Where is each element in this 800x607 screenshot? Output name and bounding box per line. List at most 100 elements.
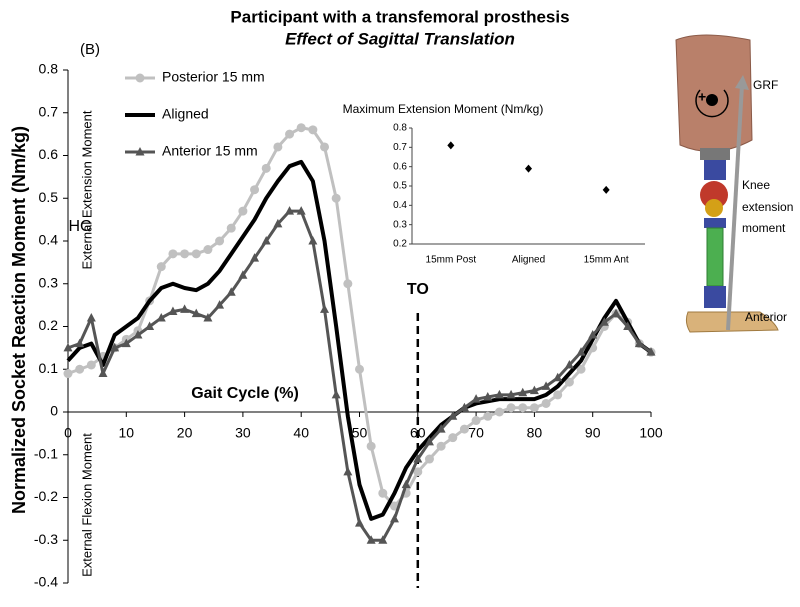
marker [471,394,481,403]
marker [86,360,96,370]
prosthesis-illustration: GRF + Knee extension moment Anterior [675,34,793,333]
marker [529,403,539,413]
x-tick-label: 100 [639,425,663,441]
marker [506,389,516,399]
marker [366,535,376,544]
marker [378,488,388,498]
legend-label: Anterior 15 mm [162,143,258,159]
grf-arrowhead [735,75,749,90]
marker [168,306,178,316]
marker [238,206,248,216]
marker [133,330,143,339]
marker [541,398,551,408]
y-tick-label: 0.3 [39,274,59,290]
marker [226,287,236,296]
legend-marker [135,147,145,156]
x-tick-label: 0 [64,425,72,441]
marker [483,411,493,421]
inset-y-tick-label: 0.6 [393,161,407,172]
marker [215,236,225,246]
x-tick-label: 90 [585,425,601,441]
marker [75,364,85,374]
marker [215,300,225,309]
x-tick-label: 30 [235,425,251,441]
marker [576,347,586,356]
marker [203,312,213,322]
y-tick-label: -0.1 [34,445,58,461]
marker [506,403,516,413]
panel-label: (B) [80,41,100,58]
grf-arrow [726,84,744,331]
region-label: External Flexion Moment [79,433,94,577]
marker [518,387,528,397]
adapter [700,148,730,160]
marker [529,385,539,395]
marker [331,193,341,203]
marker [226,223,236,233]
marker [366,441,376,451]
marker [623,321,633,330]
connector [704,286,726,308]
annotation: TO [407,281,429,298]
legend-label: Aligned [162,106,209,122]
y-tick-label: 0.5 [39,189,59,205]
knee-label: Knee [742,178,770,192]
marker [518,403,528,413]
marker [448,433,458,443]
marker [459,424,469,434]
marker [588,330,598,339]
marker [250,185,260,195]
inset-title: Maximum Extension Moment (Nm/kg) [343,102,544,116]
marker [576,364,586,374]
marker [261,236,271,245]
chart-title: Participant with a transfemoral prosthes… [230,7,569,26]
marker [308,236,318,245]
moment-center [706,94,718,106]
y-tick-label: 0.2 [39,317,59,333]
marker [343,466,353,476]
marker [156,262,166,272]
marker [285,129,295,139]
marker [320,142,330,152]
x-tick-label: 50 [352,425,368,441]
series-line [66,159,653,521]
marker [296,206,306,215]
pylon [706,227,724,287]
marker [63,342,73,352]
marker [343,279,353,289]
marker [285,206,295,215]
marker [110,342,120,352]
marker [168,249,178,259]
moment-arc [695,89,729,118]
y-tick-label: 0 [50,403,58,419]
y-tick-label: 0.1 [39,360,59,376]
marker [646,347,656,356]
marker [494,389,504,399]
marker [355,364,364,374]
marker [273,218,283,228]
x-tick-label: 70 [468,425,484,441]
marker [424,454,434,464]
marker [459,402,469,412]
y-tick-label: 0.7 [39,103,59,119]
y-tick-label: -0.3 [34,531,58,547]
force-label: GRF [753,78,778,92]
y-tick-label: 0.6 [39,146,59,162]
marker [378,535,388,544]
inset-point [447,141,455,150]
series-line [67,126,652,508]
marker [389,513,399,523]
marker [436,441,446,451]
marker [191,308,201,318]
marker [86,312,96,322]
marker [296,123,306,133]
y-tick-label: 0.8 [39,61,59,77]
marker [424,436,434,446]
inset-point [525,164,532,173]
marker [564,377,574,387]
inset-y-tick-label: 0.7 [393,142,407,153]
marker [471,416,481,426]
marker [180,304,190,313]
y-axis-label: Normalized Socket Reaction Moment (Nm/kg… [9,126,29,514]
moment-sign: + [698,89,706,105]
